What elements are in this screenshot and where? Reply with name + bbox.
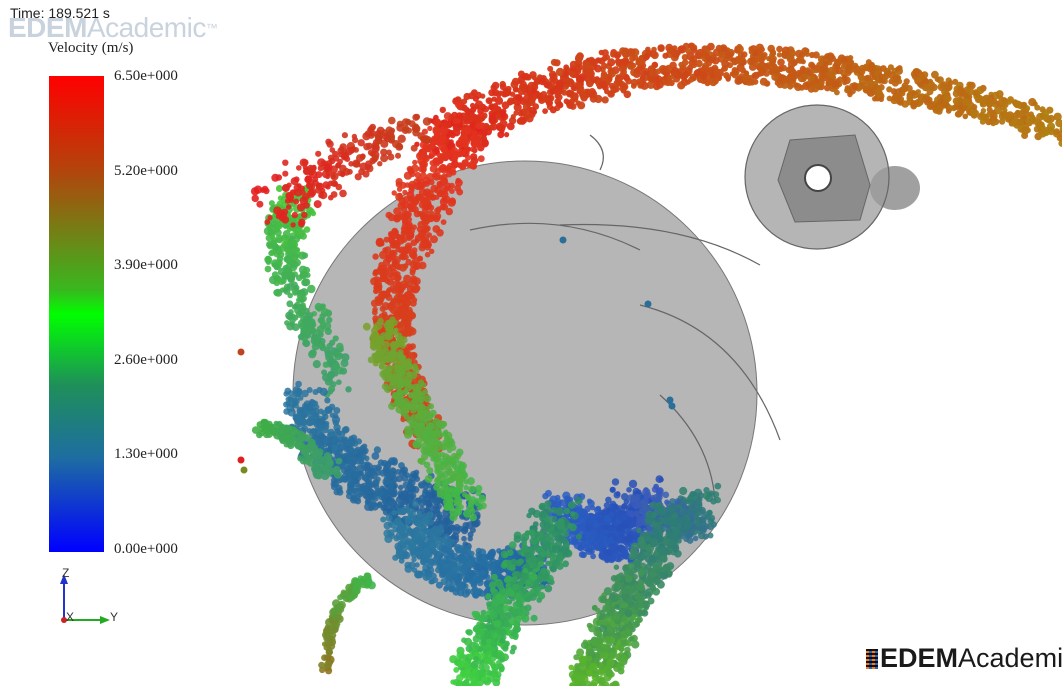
watermark-bold: EDEM	[8, 12, 87, 43]
edem-watermark-bottom: EDEMAcademic™	[866, 643, 1062, 673]
simulation-time: Time: 189.521 s	[10, 5, 110, 21]
triad-y-label: Y	[110, 610, 119, 624]
particle-streams	[237, 42, 1062, 686]
legend-tick: 2.60e+000	[114, 351, 178, 368]
legend-tick: 5.20e+000	[114, 162, 178, 179]
watermark-tm: ™	[205, 21, 218, 35]
edem-watermark-top: EDEMAcademic™	[8, 12, 218, 43]
legend-title: Velocity (m/s)	[48, 40, 134, 56]
axis-triad	[60, 574, 110, 624]
watermark-light: Academic	[958, 643, 1062, 673]
legend-tick: 6.50e+000	[114, 68, 178, 84]
legend-tick: 3.90e+000	[114, 257, 178, 273]
triad-z-label: Z	[62, 566, 70, 580]
legend-tick: 1.30e+000	[114, 446, 178, 462]
roller	[744, 104, 920, 250]
edem-logo-icon	[866, 649, 878, 669]
watermark-bold: EDEM	[880, 643, 959, 673]
triad-x-label: X	[66, 610, 75, 624]
watermark-light: Academic	[86, 12, 206, 43]
legend-tick: 0.00e+000	[114, 540, 178, 557]
velocity-color-bar	[49, 76, 104, 552]
